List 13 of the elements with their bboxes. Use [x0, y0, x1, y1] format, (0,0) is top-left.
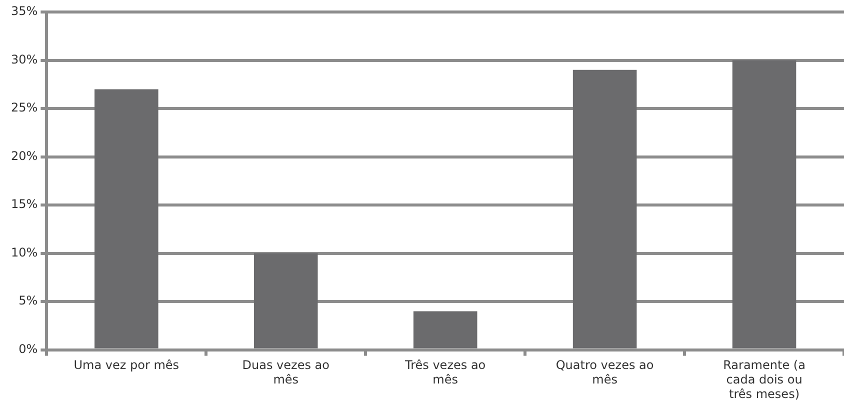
x-tick-label: Uma vez por mês: [74, 358, 180, 372]
y-tick-label: 10%: [11, 245, 38, 260]
y-tick-label: 25%: [11, 100, 38, 115]
y-tick-label: 5%: [18, 294, 38, 308]
x-tick-label: Raramente (a cada dois ou três meses): [723, 358, 806, 401]
y-tick-label: 15%: [11, 197, 38, 212]
y-tick-label: 20%: [11, 148, 38, 163]
x-tick-label: Quatro vezes ao mês: [556, 358, 654, 387]
x-tick-label: Duas vezes ao mês: [242, 358, 330, 387]
y-tick-label: 35%: [11, 4, 38, 18]
x-tick-label: Três vezes ao mês: [404, 358, 486, 387]
y-tick-label: 30%: [11, 52, 38, 66]
y-tick-label: 0%: [18, 342, 38, 356]
